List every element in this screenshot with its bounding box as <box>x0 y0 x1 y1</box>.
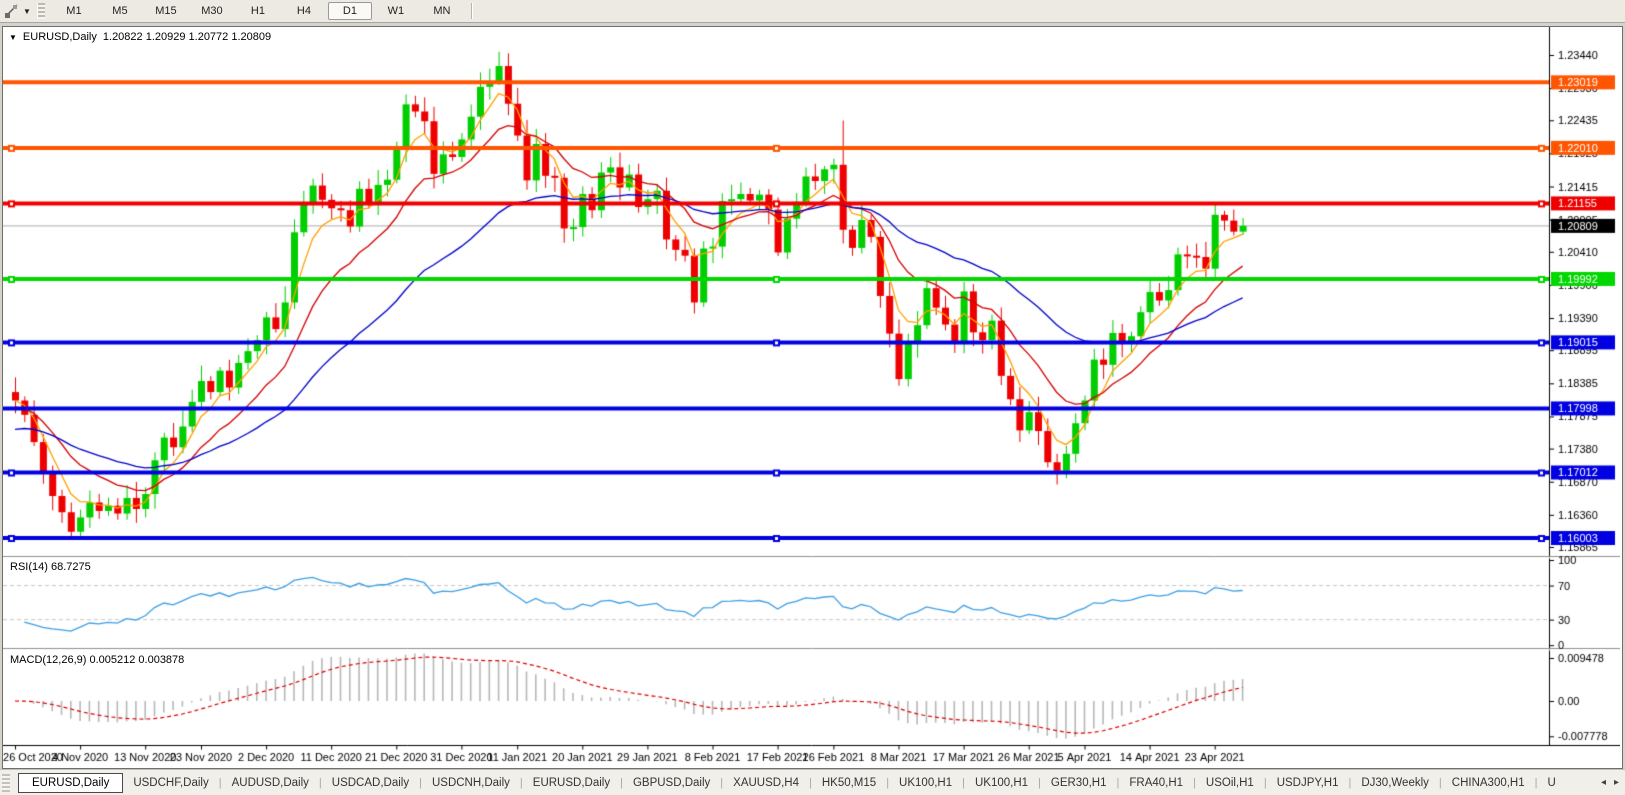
tab-separator: | <box>1438 776 1442 789</box>
chart-tab-11[interactable]: GER30,H1 <box>1050 776 1107 789</box>
chart-tab-1[interactable]: USDCHF,Daily <box>133 776 209 789</box>
timeframe-button-m15[interactable]: M15 <box>155 5 177 17</box>
toolbar-separator <box>470 3 473 19</box>
macd-indicator-label: MACD(12,26,9) 0.005212 0.003878 <box>10 654 185 666</box>
tab-scroll-right-icon[interactable]: ▸ <box>1613 777 1619 788</box>
chart-tab-7[interactable]: XAUUSD,H4 <box>733 776 799 789</box>
chart-tab-8[interactable]: HK50,M15 <box>821 776 877 789</box>
price-chart-canvas[interactable] <box>3 27 1620 766</box>
chart-tab-12[interactable]: FRA40,H1 <box>1129 776 1184 789</box>
chart-tab-9[interactable]: UK100,H1 <box>899 776 953 789</box>
tab-separator: | <box>1263 776 1267 789</box>
tab-scroll-arrows: ◂ ▸ <box>1596 770 1623 795</box>
tab-separator: | <box>720 776 724 789</box>
chart-window: ▼ EURUSD,Daily 1.20822 1.20929 1.20772 1… <box>2 26 1623 769</box>
timeframe-button-w1[interactable]: W1 <box>387 5 405 17</box>
tab-separator: | <box>1038 776 1041 789</box>
chart-tab-14[interactable]: USDJPY,H1 <box>1276 776 1339 789</box>
chart-tab-5[interactable]: EURUSD,Daily <box>532 776 611 789</box>
tab-separator: | <box>1534 776 1538 789</box>
window-menu-icon[interactable]: ▼ <box>9 32 17 42</box>
timeframe-button-m1[interactable]: M1 <box>66 5 82 17</box>
tab-separator: | <box>886 776 890 789</box>
rsi-indicator-label: RSI(14) 68.7275 <box>10 561 91 573</box>
chart-tab-4[interactable]: USDCNH,Daily <box>431 776 510 789</box>
timeframe-button-h1[interactable]: H1 <box>250 5 265 17</box>
chart-tab-0[interactable]: EURUSD,Daily <box>18 772 124 793</box>
tab-separator: | <box>962 776 965 789</box>
chart-tab-13[interactable]: USOil,H1 <box>1205 776 1254 789</box>
top-toolbar: ▼ M1 M5 M15 M30 H1 H4 D1 W1 MN <box>0 0 1625 23</box>
tab-separator: | <box>419 776 422 789</box>
chart-tab-10[interactable]: UK100,H1 <box>974 776 1029 789</box>
chart-tab-15[interactable]: DJ30,Weekly <box>1361 776 1429 789</box>
tab-separator: | <box>218 776 222 789</box>
tab-separator: | <box>318 776 322 789</box>
timeframe-button-d1[interactable]: D1 <box>327 2 372 20</box>
timeframe-button-mn[interactable]: MN <box>433 5 451 17</box>
chart-tabbar: EURUSD,Daily USDCHF,Daily | AUDUSD,Daily | US… <box>0 769 1625 795</box>
tabbar-grip[interactable] <box>2 773 10 792</box>
tab-separator: | <box>1193 776 1196 789</box>
chart-symbol-label: EURUSD,Daily <box>22 31 97 43</box>
tab-separator: | <box>808 776 812 789</box>
timeframe-button-h4[interactable]: H4 <box>296 5 311 17</box>
tab-separator: | <box>620 776 623 789</box>
chart-tab-3[interactable]: USDCAD,Daily <box>331 776 410 789</box>
chart-ohlc-values: 1.20822 1.20929 1.20772 1.20809 <box>102 31 272 43</box>
timeframe-button-m30[interactable]: M30 <box>201 5 223 17</box>
chevron-down-icon[interactable]: ▼ <box>23 6 31 16</box>
chart-cursor-icon[interactable] <box>3 3 21 19</box>
tab-separator: | <box>519 776 523 789</box>
chart-tab-6[interactable]: GBPUSD,Daily <box>632 776 711 789</box>
tab-separator: | <box>1116 776 1120 789</box>
toolbar-grip[interactable] <box>36 3 45 19</box>
tab-separator: | <box>1348 776 1352 789</box>
tab-scroll-left-icon[interactable]: ◂ <box>1600 777 1606 788</box>
chart-tab-17[interactable]: U <box>1547 776 1556 789</box>
chart-title: ▼ EURUSD,Daily 1.20822 1.20929 1.20772 1… <box>9 31 271 43</box>
timeframe-button-m5[interactable]: M5 <box>112 5 128 17</box>
chart-tab-2[interactable]: AUDUSD,Daily <box>231 776 309 789</box>
chart-tab-16[interactable]: CHINA300,H1 <box>1451 776 1525 789</box>
